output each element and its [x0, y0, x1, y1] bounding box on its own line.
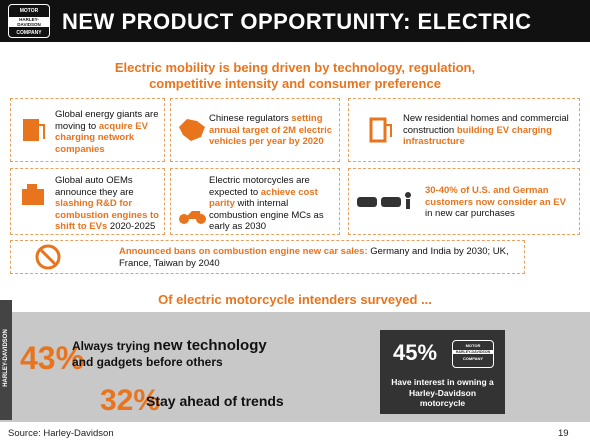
- info-box: Global auto OEMs announce they are slash…: [10, 168, 165, 235]
- box-text: New residential homes and commercial con…: [403, 113, 569, 136]
- page-number: 19: [558, 428, 569, 439]
- box-text: Global energy giants are moving to: [55, 109, 159, 132]
- charger-icon: [369, 117, 392, 143]
- stat-text: Stay ahead of trends: [146, 393, 284, 409]
- info-box: New residential homes and commercial con…: [348, 98, 580, 162]
- stat-value: 45%: [393, 340, 438, 365]
- box-text: Electric motorcycles are expected to: [209, 175, 310, 198]
- box-highlight: achieve cost parity: [209, 186, 318, 210]
- map-icon: [179, 119, 205, 141]
- box-text: Chinese regulators: [209, 113, 292, 124]
- stat-value: 32%: [100, 384, 161, 417]
- intro-line: competitive intensity and consumer prefe…: [149, 76, 441, 91]
- box-text: 2020-2025: [107, 221, 156, 232]
- logo-text: HARLEY-DAVIDSON: [9, 17, 49, 27]
- box-text: in new car purchases: [425, 208, 515, 219]
- fuel-icon: [23, 119, 45, 141]
- side-strip: [0, 300, 12, 420]
- title: NEW PRODUCT OPPORTUNITY: ELECTRIC: [62, 9, 532, 34]
- box-highlight: Announced bans on combustion engine new …: [119, 246, 368, 257]
- logo: MOTOR HARLEY-DAVIDSON COMPANY: [8, 4, 50, 38]
- logo-text: MOTOR: [19, 8, 39, 14]
- engine-icon: [22, 184, 44, 205]
- intro: Electric mobility is being driven by tec…: [0, 60, 590, 92]
- intro-line: Electric mobility is being driven by tec…: [114, 60, 476, 75]
- header-bar: [0, 0, 590, 42]
- logo: MOTOR HARLEY-DAVIDSON COMPANY: [452, 340, 494, 368]
- cars-icon: [357, 192, 411, 209]
- box-highlight: slashing R&D for combustion engines to s…: [55, 198, 159, 232]
- side-label: HARLEY-DAVIDSON: [3, 329, 9, 387]
- info-box: Announced bans on combustion engine new …: [10, 240, 525, 274]
- motorcycle-icon: [179, 211, 206, 224]
- box-highlight: 30-40% of U.S. and German customers now …: [425, 185, 566, 208]
- box-highlight: building EV charging infrastructure: [403, 124, 552, 148]
- logo-text: HARLEY-DAVIDSON: [453, 350, 493, 354]
- stat-text: Always trying new technology and gadgets …: [72, 338, 302, 370]
- stat-card: [380, 330, 505, 414]
- stat-value: 43%: [20, 340, 85, 376]
- box-text: Global auto OEMs announce they are: [55, 175, 134, 198]
- box-highlight: setting annual target of 2M electric veh…: [209, 113, 333, 147]
- footer-source: Source: Harley-Davidson: [8, 428, 114, 439]
- logo-text: COMPANY: [462, 356, 484, 361]
- box-text: with internal combustion engine MCs as e…: [209, 198, 324, 232]
- box-text: Germany and India by 2030; UK, France, T…: [119, 246, 509, 269]
- stat-text: Always trying: [72, 339, 154, 353]
- stat-text: Have interest in owning a Harley-Davidso…: [391, 377, 494, 408]
- stat-text: and gadgets before others: [72, 355, 223, 369]
- box-highlight: acquire EV charging network companies: [55, 120, 148, 155]
- info-box: Global energy giants are moving to acqui…: [10, 98, 165, 162]
- info-box: Chinese regulators setting annual target…: [170, 98, 340, 162]
- ban-icon: [35, 244, 61, 270]
- stat-text: new technology: [153, 337, 267, 354]
- info-box: Electric motorcycles are expected to ach…: [170, 168, 340, 235]
- info-box: 30-40% of U.S. and German customers now …: [348, 168, 580, 235]
- survey-heading: Of electric motorcycle intenders surveye…: [158, 292, 432, 307]
- logo-text: MOTOR: [465, 343, 481, 348]
- logo-text: COMPANY: [16, 30, 42, 36]
